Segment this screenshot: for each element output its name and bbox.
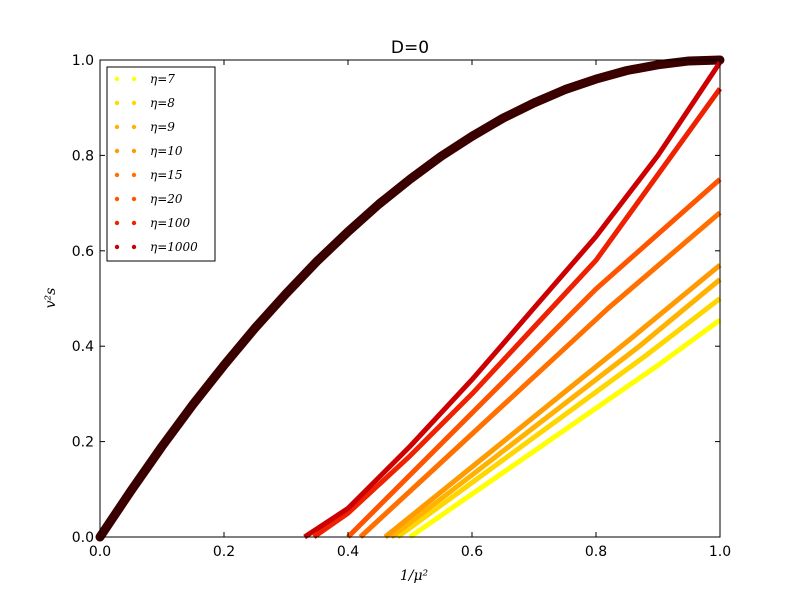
series-line-4 [358, 210, 722, 539]
y-tick-label: 0.8 [72, 148, 94, 164]
legend-label: η=7 [150, 72, 175, 86]
series-line-3 [383, 263, 722, 539]
series-line-0 [408, 317, 722, 540]
x-tick-label: 0.8 [585, 544, 607, 560]
legend-marker [114, 76, 120, 82]
legend-marker [114, 172, 120, 178]
legend-label: η=8 [150, 96, 175, 110]
legend-marker [114, 196, 120, 202]
legend-marker [131, 148, 137, 154]
x-tick-label: 0.4 [337, 544, 359, 560]
plot-series [95, 55, 725, 542]
x-tick-label: 0.6 [461, 544, 483, 560]
y-tick-label: 0.0 [72, 530, 94, 546]
legend-marker [114, 220, 120, 226]
x-tick-label: 0.0 [89, 544, 111, 560]
legend-marker [114, 100, 120, 106]
series-line-7 [303, 60, 723, 540]
legend-label: η=15 [150, 168, 183, 182]
x-tick-label: 0.2 [213, 544, 235, 560]
x-tick-label: 1.0 [709, 544, 731, 560]
legend-label: η=1000 [150, 240, 198, 254]
legend-label: η=10 [150, 144, 183, 158]
legend: η=7 η=8 η=9 η=10 η=15 η=20 η=100 η=1000 [106, 66, 216, 262]
series-line-2 [389, 277, 722, 539]
envelope-curve [95, 55, 725, 542]
axis-ticks: 0.0 0.2 0.4 0.6 0.8 1.0 0.0 0.2 0.4 0.6 0.8 1.0 [72, 53, 731, 560]
y-tick-label: 0.4 [72, 339, 94, 355]
legend-marker [131, 244, 137, 250]
legend-label: η=20 [150, 192, 183, 206]
y-tick-label: 0.2 [72, 435, 94, 451]
legend-marker [131, 220, 137, 226]
chart-title: D=0 [391, 38, 429, 58]
legend-marker [131, 172, 137, 178]
legend-marker [114, 124, 120, 130]
legend-marker [114, 148, 120, 154]
y-tick-label: 1.0 [72, 53, 94, 69]
series-line-6 [312, 87, 723, 540]
series-line-5 [346, 177, 722, 539]
legend-label: η=100 [150, 216, 191, 230]
y-tick-label: 0.6 [72, 244, 94, 260]
legend-marker [131, 124, 137, 130]
legend-marker [131, 196, 137, 202]
x-axis-label: 1/μ² [400, 568, 429, 584]
legend-label: η=9 [150, 120, 175, 134]
y-axis-label: v²s [43, 288, 59, 309]
legend-marker [114, 244, 120, 250]
legend-marker [131, 100, 137, 106]
legend-frame [106, 66, 216, 262]
series-line-1 [396, 296, 722, 540]
legend-marker [131, 76, 137, 82]
plot-frame [99, 59, 721, 538]
